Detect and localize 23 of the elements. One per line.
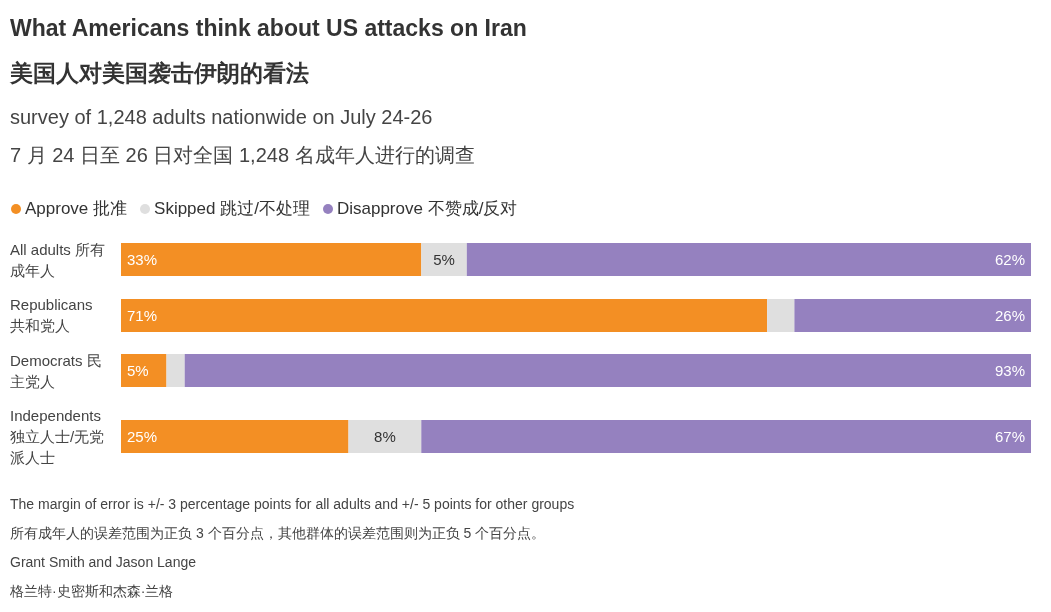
y-tick-label: Democrats 民主党人: [10, 350, 103, 392]
legend-label: Disapprove 不赞成/反对: [336, 199, 518, 218]
chart-title: What Americans think about US attacks on Iran 美国人对美国袭击伊朗的看法: [10, 14, 528, 88]
chart-subtitle: survey of 1,248 adults nationwide on July 24-26 7 月 24 日至 26 日对全国 1,248 名成年人进行的调查: [10, 105, 476, 168]
text: The margin of error is +/- 3 percentage points for all adults and +/- 5 points for other groups: [10, 495, 576, 514]
data-label: 26%: [994, 306, 1025, 324]
y-tick-label: Republicans 共和党人: [10, 295, 94, 337]
y-tick-label: All adults 所有成年人: [10, 239, 107, 281]
data-label: 62%: [994, 251, 1025, 269]
text: 所有成年人的误差范围为正负 3 个百分点，其他群体的误差范围则为正负 5 个百分点。: [10, 524, 547, 543]
data-label: 25%: [127, 428, 158, 446]
text: 格兰特·史密斯和杰森·兰格: [10, 582, 175, 601]
text: Grant Smith and Jason Lange: [10, 553, 197, 572]
data-label: 33%: [127, 251, 158, 269]
legend-label: Skipped 跳过/不处理: [154, 199, 310, 218]
data-label: 71%: [127, 306, 158, 324]
data-label: 5%: [433, 251, 455, 269]
data-label: 5%: [127, 362, 149, 380]
data-label: 93%: [994, 362, 1025, 380]
data-label: 8%: [374, 428, 396, 446]
data-label: 67%: [994, 428, 1025, 446]
y-tick-label: Independents 独立人士/无党派人士: [10, 406, 106, 469]
legend-label: Approve 批准: [25, 199, 128, 218]
